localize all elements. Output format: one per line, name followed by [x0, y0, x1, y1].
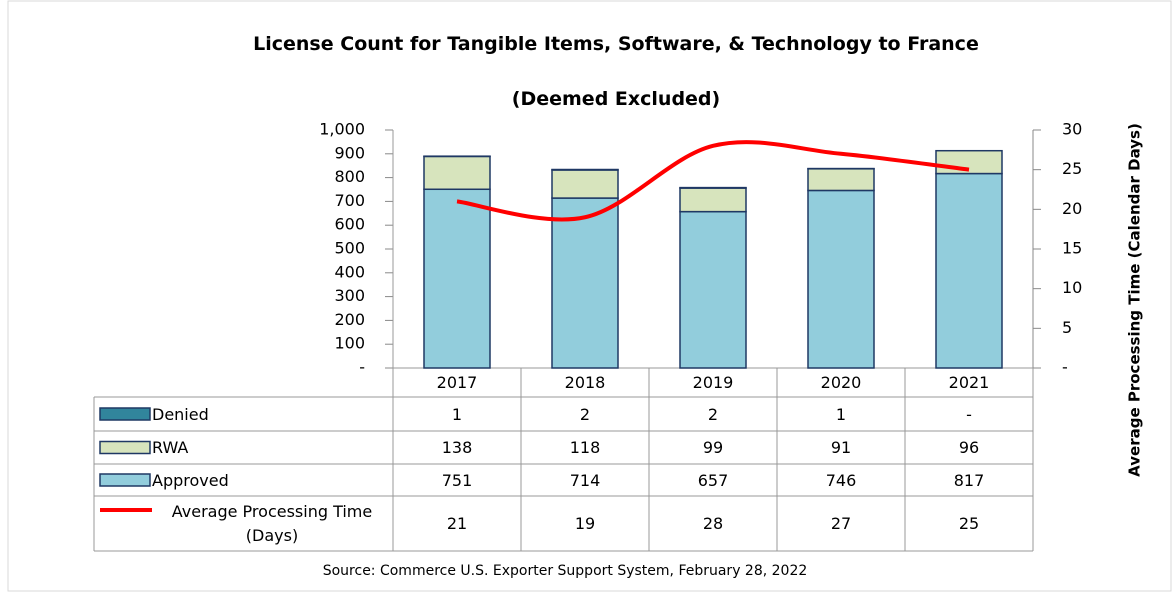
bar-segment	[423, 155, 491, 191]
y-tick-label: 800	[334, 167, 365, 186]
table-value: 118	[569, 438, 601, 457]
y2-tick-label: 15	[1062, 239, 1082, 258]
table-value: 27	[830, 514, 852, 533]
legend-swatch	[99, 407, 151, 421]
legend-label: RWA	[152, 438, 189, 457]
frame	[7, 0, 1172, 592]
table-value: 714	[569, 470, 601, 490]
bar-segment	[551, 169, 619, 199]
y-tick-label: 900	[334, 143, 365, 162]
bar-segment	[807, 189, 875, 369]
table-value: 2	[707, 404, 719, 424]
table-value: 817	[953, 470, 985, 490]
y2-tick-label: 5	[1062, 318, 1072, 337]
chart-title: License Count for Tangible Items, Softwa…	[253, 33, 979, 55]
y-tick-label: 400	[334, 262, 365, 281]
table-value: 751	[441, 470, 473, 490]
y2-tick-label: 10	[1062, 278, 1082, 297]
source-note: Source: Commerce U.S. Exporter Support S…	[322, 563, 808, 579]
y-tick-label: 600	[334, 215, 365, 234]
x-tick-label: 2021	[948, 373, 990, 392]
bar-segment	[679, 210, 747, 369]
table-value: -	[966, 404, 972, 424]
bar-segment	[551, 197, 619, 369]
table-value: 746	[825, 470, 857, 490]
x-tick-label: 2017	[436, 373, 478, 392]
table-value: 657	[697, 470, 729, 490]
table-value: 91	[830, 438, 852, 457]
table-value: 96	[958, 438, 980, 457]
legend-label: Denied	[152, 404, 209, 424]
bar-segment	[935, 172, 1003, 369]
y-tick-label: 500	[334, 239, 365, 258]
y-tick-label: 1,000	[319, 120, 365, 139]
legend-label: Average Processing Time (Days)	[171, 501, 373, 545]
y-tick-label: 700	[334, 191, 365, 210]
table-value: 25	[958, 514, 980, 533]
table-value: 19	[574, 514, 596, 533]
table-value: 1	[451, 404, 463, 424]
y2-tick-label: 20	[1062, 199, 1082, 218]
bar-segment	[807, 168, 875, 192]
y-tick-label: 300	[334, 286, 365, 305]
y2-tick-label: -	[1062, 358, 1068, 377]
table-value: 1	[835, 404, 847, 424]
y2-tick-label: 30	[1062, 120, 1082, 139]
y2-tick-label: 25	[1062, 159, 1082, 178]
table-value: 21	[446, 514, 468, 533]
legend-swatch	[99, 473, 151, 487]
y-tick-label: 200	[334, 310, 365, 329]
x-tick-label: 2019	[692, 373, 734, 392]
bar-segment	[935, 149, 1003, 175]
table-value: 138	[441, 438, 473, 457]
table-value: 99	[702, 438, 724, 457]
bar-segment	[423, 188, 491, 369]
table-value: 2	[579, 404, 591, 424]
x-tick-label: 2020	[820, 373, 862, 392]
line	[456, 140, 970, 222]
y-tick-label: 100	[334, 334, 365, 353]
table-value: 28	[702, 514, 724, 533]
chart-subtitle: (Deemed Excluded)	[511, 88, 721, 110]
legend-label: Approved	[152, 470, 229, 490]
x-tick-label: 2018	[564, 373, 606, 392]
y-tick-label: -	[359, 358, 365, 377]
legend-swatch	[99, 440, 151, 455]
bar-segment	[679, 187, 747, 213]
y2-axis-title: Average Processing Time (Calendar Days)	[1126, 123, 1144, 477]
